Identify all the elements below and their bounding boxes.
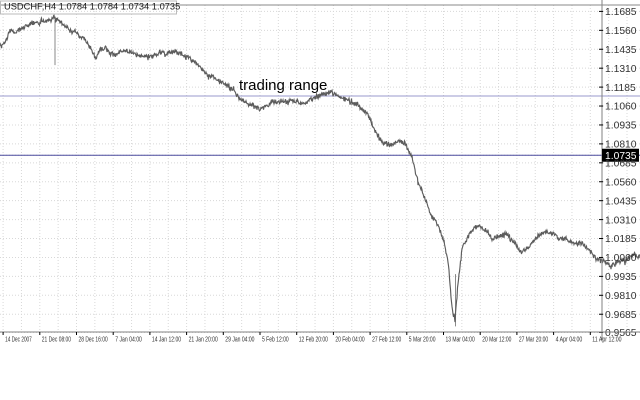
svg-text:12 Feb 20:00: 12 Feb 20:00	[299, 335, 328, 344]
svg-text:USDCHF,H4 1.0784 1.0784 1.073: USDCHF,H4 1.0784 1.0784 1.0734 1.0735	[4, 2, 180, 12]
svg-text:1.0685: 1.0685	[605, 159, 637, 170]
svg-text:1.0060: 1.0060	[605, 253, 637, 264]
svg-text:20 Feb 04:00: 20 Feb 04:00	[335, 335, 364, 344]
svg-text:1.0435: 1.0435	[605, 196, 637, 207]
svg-text:1.1560: 1.1560	[605, 26, 637, 37]
svg-text:1.0310: 1.0310	[605, 215, 637, 226]
svg-text:7 Jan 04:00: 7 Jan 04:00	[115, 335, 142, 344]
svg-text:trading range: trading range	[239, 77, 327, 94]
svg-text:27 Mar 20:00: 27 Mar 20:00	[519, 335, 548, 344]
svg-text:29 Jan 04:00: 29 Jan 04:00	[225, 335, 254, 344]
svg-text:27 Feb 12:00: 27 Feb 12:00	[372, 335, 401, 344]
svg-text:14 Dec 2007: 14 Dec 2007	[5, 335, 32, 344]
svg-text:13 Mar 04:00: 13 Mar 04:00	[446, 335, 475, 344]
svg-text:20 Mar 12:00: 20 Mar 12:00	[482, 335, 511, 344]
svg-text:1.1435: 1.1435	[605, 45, 637, 56]
svg-text:1.1185: 1.1185	[605, 83, 636, 94]
svg-text:1.0185: 1.0185	[605, 234, 637, 245]
svg-text:14 Jan 12:00: 14 Jan 12:00	[152, 335, 181, 344]
svg-text:1.1685: 1.1685	[605, 7, 637, 18]
svg-text:0.9810: 0.9810	[605, 291, 637, 302]
svg-text:21 Jan 20:00: 21 Jan 20:00	[189, 335, 218, 344]
svg-text:11 Apr 12:00: 11 Apr 12:00	[592, 335, 621, 344]
svg-text:1.1060: 1.1060	[605, 102, 637, 113]
svg-text:0.9935: 0.9935	[605, 272, 637, 283]
svg-text:21 Dec 08:00: 21 Dec 08:00	[42, 335, 71, 344]
svg-text:1.0560: 1.0560	[605, 177, 637, 188]
svg-text:0.9685: 0.9685	[605, 310, 637, 321]
svg-text:1.0935: 1.0935	[605, 121, 637, 132]
svg-text:28 Dec 16:00: 28 Dec 16:00	[79, 335, 108, 344]
svg-text:1.1310: 1.1310	[605, 64, 637, 75]
svg-text:5 Mar 20:00: 5 Mar 20:00	[409, 335, 436, 344]
svg-text:4 Apr 04:00: 4 Apr 04:00	[556, 335, 583, 344]
svg-text:5 Feb 12:00: 5 Feb 12:00	[262, 335, 289, 344]
